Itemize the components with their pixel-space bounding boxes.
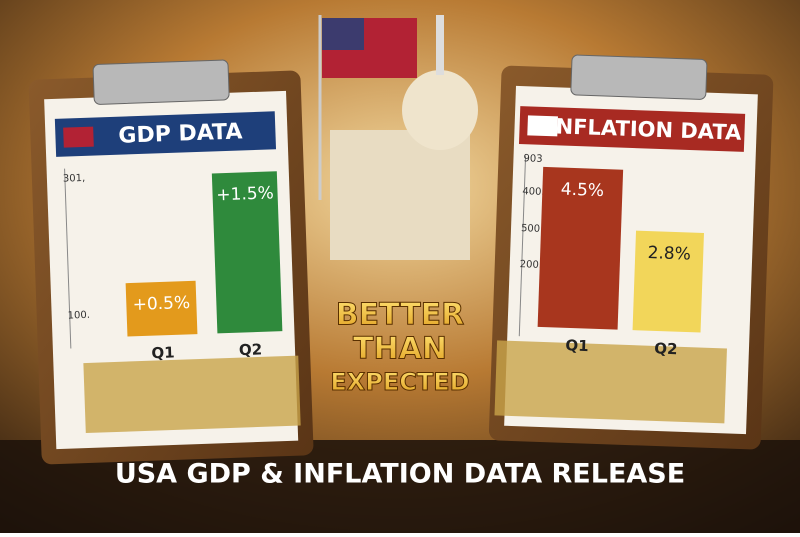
axis-label: 500 <box>521 223 540 235</box>
category-label: Q1 <box>151 343 175 362</box>
headline: EXPECTED <box>330 368 469 396</box>
bar <box>211 171 283 334</box>
category-label: Q2 <box>239 340 263 359</box>
axis-label: 301, <box>63 173 86 185</box>
bar <box>537 166 624 330</box>
category-label: Q1 <box>565 336 589 355</box>
panel-title: GDP DATA <box>118 119 243 148</box>
capitol <box>0 15 800 533</box>
axis-label: 903 <box>523 153 542 165</box>
axis-label: 400. <box>522 186 545 198</box>
value-label: 2.8% <box>647 243 691 264</box>
axis <box>64 168 72 349</box>
headline: THAN <box>353 332 447 367</box>
axis <box>518 156 527 337</box>
headline: BETTER <box>336 298 465 333</box>
bar <box>125 280 198 337</box>
value-label: +1.5% <box>216 183 274 205</box>
category-label: Q2 <box>654 339 678 358</box>
axis-label: 200. <box>520 259 543 271</box>
center-text: BETTER THAN EXPECTED <box>330 297 470 397</box>
value-label: 4.5% <box>560 180 604 201</box>
value-label: +0.5% <box>132 293 190 315</box>
footer-title: USA GDP & INFLATION DATA RELEASE <box>115 459 685 490</box>
bar <box>632 230 704 333</box>
left-clipboard: GDP DATA 301, 100. +0.5% Q1 +1.5% Q2 <box>28 59 314 465</box>
right-clipboard: INFLATION DATA 903400.500200.4.5%Q12.8%Q… <box>488 54 774 450</box>
axis-label: 100. <box>68 310 91 322</box>
